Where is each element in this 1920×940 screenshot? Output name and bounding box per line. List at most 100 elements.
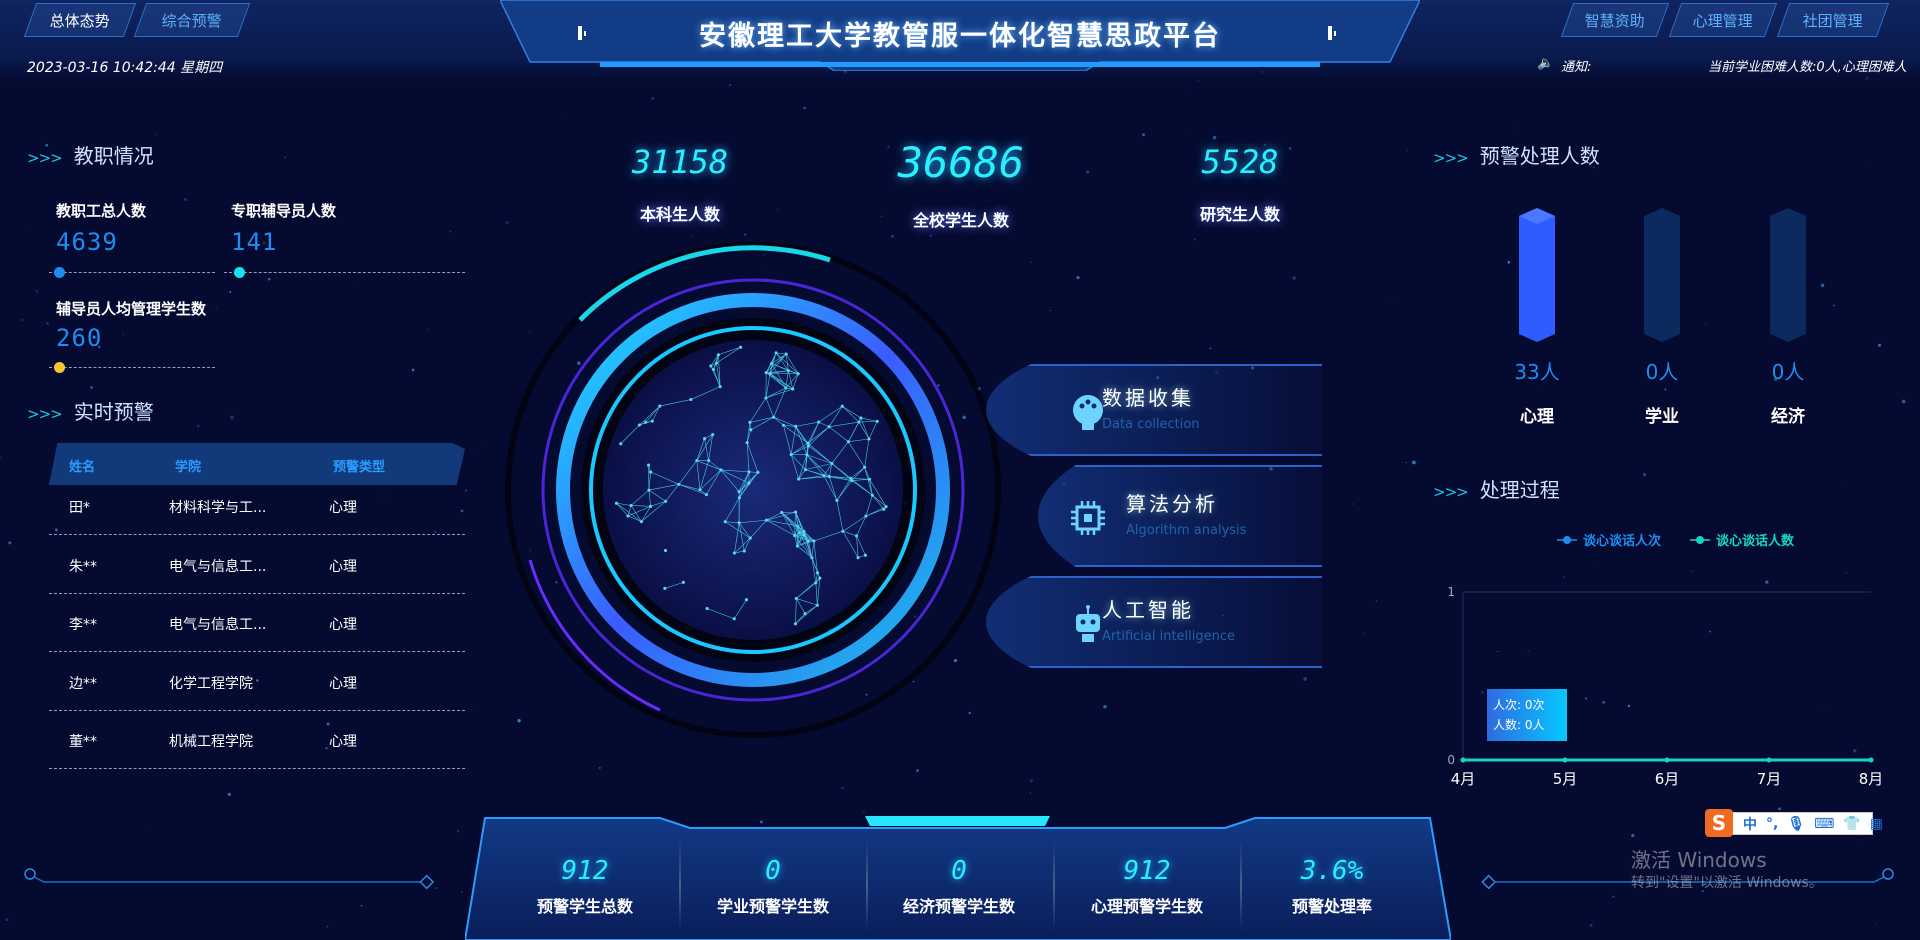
tab-warning[interactable]: 综合预警 [133,3,251,37]
star [1901,399,1906,404]
network-node [745,440,749,445]
star [215,307,217,309]
network-node [626,514,630,518]
network-node [827,425,831,429]
tab-label: 心理管理 [1692,12,1753,30]
table-row[interactable]: 李** 电气与信息工... 心理 [49,594,465,652]
network-node [850,478,854,483]
cell-name: 董** [69,734,97,750]
tab-psychology[interactable]: 心理管理 [1668,3,1778,37]
ime-punctuation-toggle[interactable]: °, [1766,815,1779,832]
toolbox-grid-icon[interactable]: ▦ [1869,815,1883,832]
network-node [810,556,814,560]
robot-icon [1076,605,1100,642]
ime-toolbar[interactable]: S 中 °, 🎙 ⌨ 👕 ▦ [1705,809,1883,837]
tab-financial-aid[interactable]: 智慧资助 [1560,3,1670,37]
cell-college: 化学工程学院 [169,675,253,692]
table-row[interactable]: 田* 材料科学与工... 心理 [49,477,465,535]
star [45,143,49,147]
table-row[interactable]: 朱** 电气与信息工... 心理 [49,536,465,594]
table-row[interactable]: 董** 机械工程学院 心理 [49,711,465,769]
star [914,615,917,618]
star [383,495,386,497]
feature-1[interactable]: 算法分析 Algorithm analysis [1038,465,1322,567]
tooltip-line: 人次: 0次 [1493,698,1545,712]
student-stat-value: 5528 [1201,143,1279,181]
brain-icon [1073,395,1103,430]
column-name: 姓名 [69,460,96,475]
star [728,83,732,87]
star [803,106,806,110]
feature-2[interactable]: 人工智能 Artificial intelligence [986,576,1322,668]
network-node [647,488,651,492]
keyboard-icon[interactable]: ⌨ [1814,815,1835,832]
network-node [644,420,648,424]
star [1194,238,1197,241]
star [937,384,940,387]
summary-value: 912 [1123,856,1171,886]
star [90,386,93,389]
star [1086,170,1090,174]
network-node [802,533,806,537]
star [147,827,149,829]
star [122,333,124,335]
tooltip-line: 人数: 0人 [1493,718,1545,732]
process-line-chart: 0 1 4月 5月 6月 7月 8月 谈心谈话人次 谈心谈话人数 [1447,533,1883,788]
network-node [737,489,741,494]
star [1480,690,1484,694]
summary-label: 预警学生总数 [536,897,633,916]
star [1612,895,1615,898]
ime-mode-toggle[interactable]: 中 [1743,816,1757,833]
star [1527,650,1529,652]
network-node [637,423,642,427]
star [674,328,676,330]
star [1631,833,1635,838]
feature-subtitle: Data collection [1102,417,1200,432]
star [457,830,460,833]
series-point [1868,757,1874,763]
star [1540,386,1542,388]
network-node [815,571,820,575]
star [81,738,85,743]
bar-value-label: 0人 [1771,360,1805,384]
bar-value-label: 0人 [1645,360,1679,384]
feature-0[interactable]: 数据收集 Data collection [986,364,1322,456]
skin-shirt-icon[interactable]: 👕 [1843,815,1861,832]
star [880,215,882,217]
network-node [805,453,809,457]
star [1497,650,1499,653]
tab-overview[interactable]: 总体态势 [23,3,137,37]
network-node [867,437,871,441]
star [1852,748,1857,753]
table-row[interactable]: 边** 化学工程学院 心理 [49,653,465,711]
summary-label: 心理预警学生数 [1090,897,1203,916]
summary-value: 0 [951,856,967,886]
network-node [806,441,810,445]
x-tick-label: 6月 [1655,770,1680,788]
bar [1519,208,1555,342]
counselor-count-value: 141 [231,228,278,256]
star [1375,600,1378,602]
network-node [764,371,768,375]
bar-category-label: 学业 [1645,407,1679,427]
star [1594,564,1596,566]
network-node [681,580,685,584]
star [0,456,2,459]
star [134,151,136,153]
network-node [814,581,818,585]
star [1845,571,1848,574]
bar-cap [1519,208,1555,224]
sogou-logo-icon[interactable]: S [1705,809,1733,837]
star [1263,143,1267,147]
star [1507,260,1511,264]
tab-clubs[interactable]: 社团管理 [1776,3,1890,37]
network-node [786,369,790,373]
star [227,792,231,797]
network-node [648,470,653,474]
microphone-icon[interactable]: 🎙 [1787,815,1806,832]
section-staff: >>> 教职情况 [27,140,154,169]
star [1704,323,1707,325]
summary-label: 预警处理率 [1291,897,1372,916]
summary-value: 0 [765,856,781,886]
star [562,115,563,117]
